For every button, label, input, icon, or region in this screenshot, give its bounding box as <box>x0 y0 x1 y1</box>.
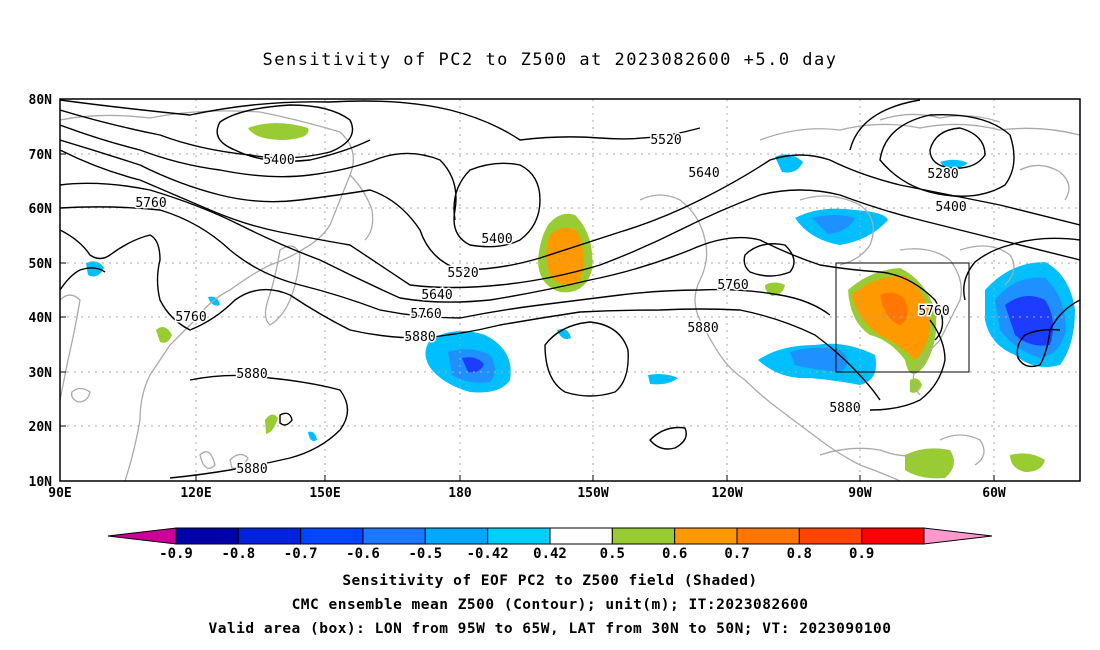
z500-contours <box>60 99 1080 479</box>
shade-pos-gulfalaska-core <box>546 227 584 285</box>
caption-line-3: Valid area (box): LON from 95W to 65W, L… <box>208 621 892 637</box>
lon-label-90e: 90E <box>48 486 71 501</box>
contour-label: 5880 <box>687 321 718 336</box>
shade-pos-rockies <box>765 282 785 296</box>
lat-label-70n: 70N <box>29 148 53 163</box>
colorbar-segment <box>611 527 676 545</box>
shade-neg-small3 <box>557 329 571 339</box>
lon-label-180: 180 <box>448 486 472 501</box>
colorbar-segment <box>549 527 613 545</box>
contour-label: 5520 <box>650 133 681 148</box>
shade-neg-pacific-inner <box>462 357 484 373</box>
colorbar-segment <box>424 527 489 545</box>
lat-label-10n: 10N <box>29 475 53 490</box>
contour-label: 5880 <box>404 330 435 345</box>
lon-label-60w: 60W <box>982 486 1006 501</box>
shade-neg-gulf-core <box>790 347 848 372</box>
colorbar-tick-label: 0.7 <box>724 546 749 562</box>
latitude-labels: 80N 70N 60N 50N 40N 30N 20N 10N <box>29 93 53 490</box>
colorbar-tick-label: 0.42 <box>533 546 567 562</box>
shade-pos-caribbean <box>905 448 954 479</box>
contour-label: 5760 <box>717 278 748 293</box>
shade-neg-small1 <box>86 261 104 277</box>
colorbar-tick-label: -0.9 <box>159 546 193 562</box>
caption-line-1: Sensitivity of EOF PC2 to Z500 field (Sh… <box>342 573 758 589</box>
contour-label: 5880 <box>829 401 860 416</box>
lat-label-60n: 60N <box>29 202 53 217</box>
colorbar-tick-label: -0.6 <box>346 546 380 562</box>
figure-title: Sensitivity of PC2 to Z500 at 2023082600… <box>262 50 838 70</box>
lat-label-40n: 40N <box>29 311 53 326</box>
shade-neg-arctic2 <box>940 159 968 169</box>
contour-label: 5760 <box>410 307 441 322</box>
shade-neg-small2 <box>208 296 220 306</box>
contour-label: 5400 <box>935 200 966 215</box>
lat-label-30n: 30N <box>29 366 53 381</box>
colorbar-segment <box>861 527 925 545</box>
lon-label-150w: 150W <box>577 486 608 501</box>
shade-neg-small5 <box>308 431 317 441</box>
colorbar-segment <box>175 527 239 545</box>
shade-neg-hudson-core <box>812 215 855 234</box>
colorbar-tick-label: -0.7 <box>284 546 318 562</box>
colorbar-tick-label: 0.5 <box>600 546 625 562</box>
colorbar-segment <box>487 527 551 545</box>
colorbar-tick-label: -0.42 <box>467 546 509 562</box>
colorbar-segment <box>674 527 738 545</box>
colorbar-tick-label: 0.6 <box>662 546 687 562</box>
colorbar-segment <box>798 527 863 545</box>
colorbar-max-triangle <box>923 527 993 545</box>
lat-label-20n: 20N <box>29 420 53 435</box>
colorbar-tick-label: 0.8 <box>787 546 812 562</box>
contour-label: 5280 <box>927 167 958 182</box>
contour-label: 5760 <box>175 310 206 325</box>
contour-label: 5640 <box>421 288 452 303</box>
caption-line-2: CMC ensemble mean Z500 (Contour); unit(m… <box>291 597 809 613</box>
contour-label: 5640 <box>688 166 719 181</box>
colorbar-segment <box>362 527 426 545</box>
colorbar-segment <box>300 527 364 545</box>
lon-label-120e: 120E <box>180 486 211 501</box>
lat-label-50n: 50N <box>29 257 53 272</box>
colorbar-min-triangle <box>107 527 177 545</box>
contour-label: 5400 <box>481 232 512 247</box>
contour-label-group: 5400 5520 5640 5280 5400 5760 5400 5520 5640 5760… <box>134 132 968 479</box>
shade-neg-atlantic-inner <box>1005 296 1054 346</box>
map-frame <box>59 98 1081 482</box>
lon-label-90w: 90W <box>848 486 872 501</box>
colorbar-tick-label: -0.5 <box>408 546 442 562</box>
tick-marks <box>60 98 995 481</box>
shade-neg-arctic1 <box>775 154 803 173</box>
shade-neg-small4 <box>648 374 678 385</box>
valid-area-box <box>835 262 970 373</box>
contour-label: 5880 <box>236 367 267 382</box>
colorbar-tick-label: 0.9 <box>849 546 874 562</box>
contour-label: 5880 <box>236 462 267 477</box>
colorbar-tick-label: -0.8 <box>221 546 255 562</box>
plot-area: 5400 5520 5640 5280 5400 5760 5400 5520 5640 5760… <box>60 99 1080 481</box>
lon-label-120w: 120W <box>711 486 742 501</box>
lon-label-150e: 150E <box>309 486 340 501</box>
shade-pos-northpacific <box>248 123 309 140</box>
contour-label: 5760 <box>918 304 949 319</box>
shaded-sensitivity <box>86 123 1075 479</box>
shade-pos-philippine <box>265 414 278 434</box>
colorbar-segment <box>736 527 800 545</box>
lat-label-80n: 80N <box>29 93 53 108</box>
contour-label: 5520 <box>447 266 478 281</box>
shade-pos-atlantic <box>1010 453 1045 472</box>
contour-label: 5400 <box>263 153 294 168</box>
lat-lon-grid <box>60 99 1080 481</box>
shade-pos-china <box>156 326 172 343</box>
contour-label: 5760 <box>135 196 166 211</box>
colorbar-segment <box>237 527 302 545</box>
longitude-labels: 90E 120E 150E 180 150W 120W 90W 60W <box>48 486 1006 501</box>
colorbar: -0.9 -0.8 -0.7 -0.6 -0.5 -0.42 0.42 0.5 0.6 0.7 0.… <box>107 527 993 562</box>
